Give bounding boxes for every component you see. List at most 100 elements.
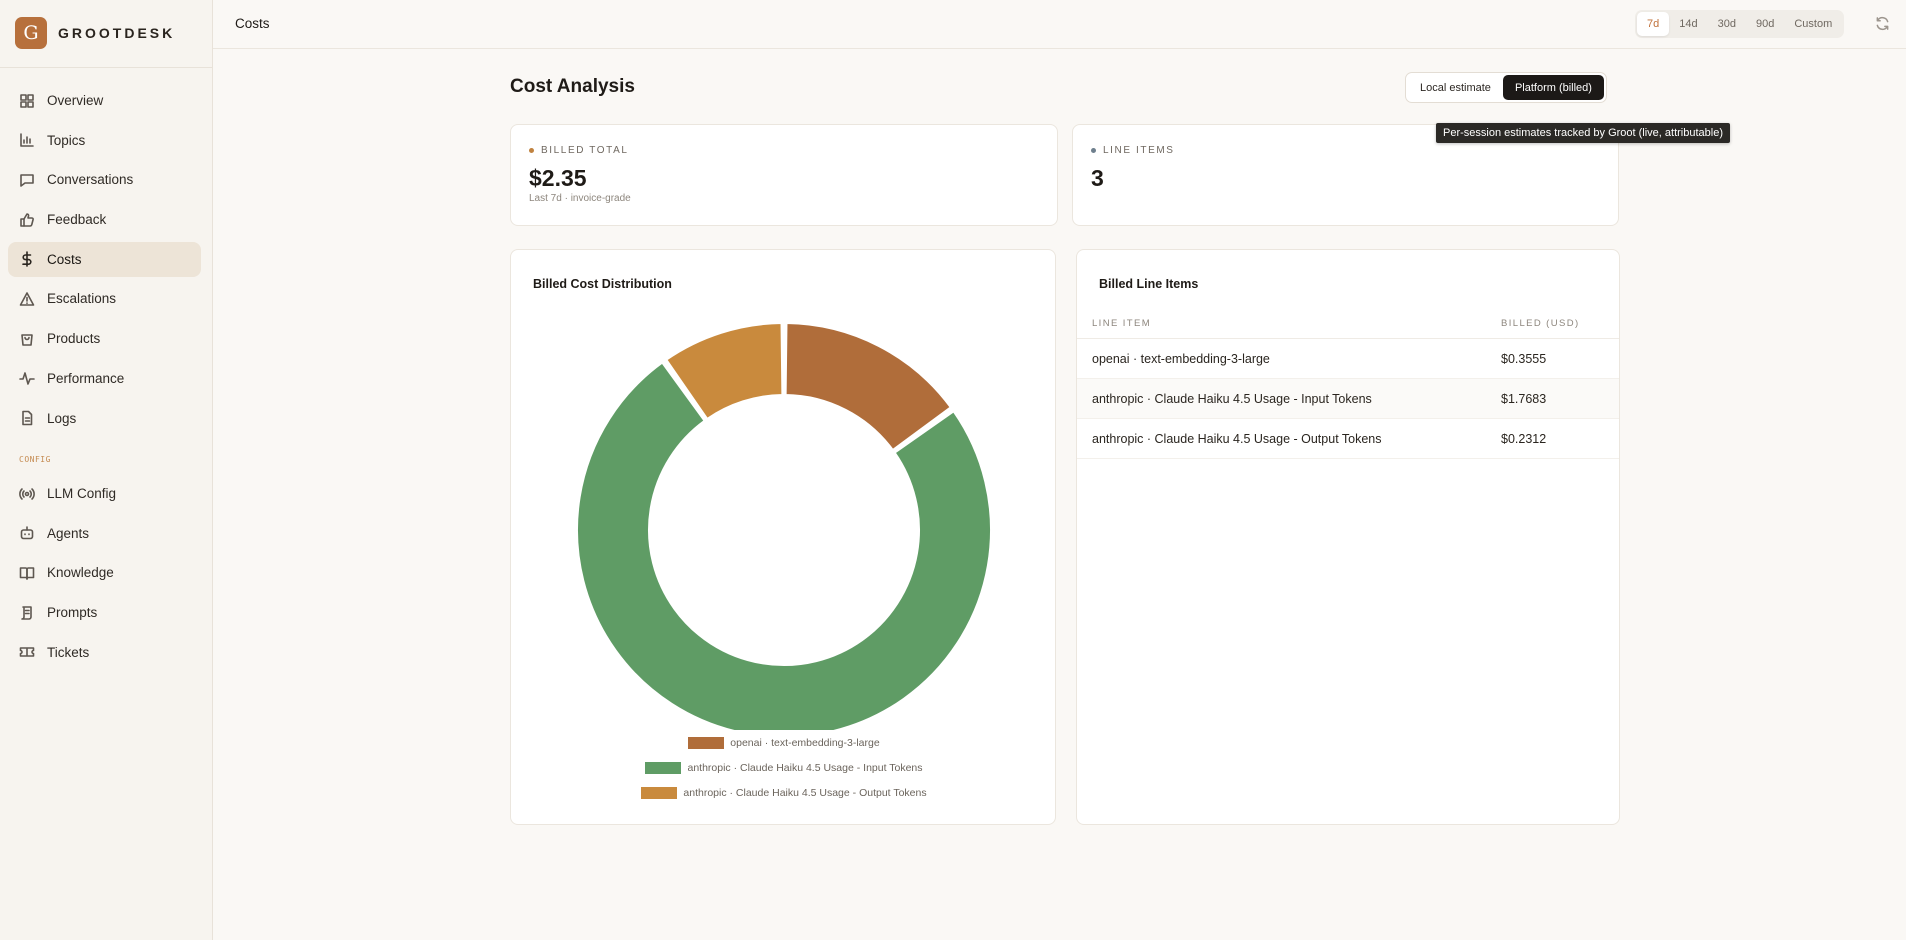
range-14d-button[interactable]: 14d	[1679, 18, 1698, 30]
thumbs-up-icon	[20, 212, 34, 227]
refresh-icon	[1876, 16, 1889, 31]
column-header-line-item: LINE ITEM	[1092, 318, 1152, 329]
status-dot	[529, 148, 534, 153]
table-body: openai · text-embedding-3-large $0.3555 …	[1077, 339, 1619, 459]
line-items-card-title: Billed Line Items	[1099, 277, 1199, 291]
local-estimate-button[interactable]: Local estimate	[1420, 81, 1491, 94]
sidebar-item-label: Tickets	[47, 644, 90, 660]
billed-cell: $0.2312	[1501, 432, 1547, 446]
sidebar-item-prompts[interactable]: Prompts	[8, 595, 201, 630]
legend-label: anthropic · Claude Haiku 4.5 Usage - Inp…	[687, 761, 923, 774]
legend-swatch	[688, 736, 725, 749]
line-item-cell: openai · text-embedding-3-large	[1092, 352, 1270, 366]
sidebar-item-agents[interactable]: Agents	[8, 516, 201, 551]
bot-icon	[20, 526, 34, 540]
line-items-label: LINE ITEMS	[1091, 145, 1175, 156]
billed-cost-distribution-card: Billed Cost Distribution openai · text-e…	[510, 249, 1056, 825]
sidebar-item-label: Logs	[47, 410, 77, 426]
line-items-value: 3	[1091, 165, 1104, 191]
legend-label: anthropic · Claude Haiku 4.5 Usage - Out…	[683, 786, 927, 799]
sidebar-item-label: Feedback	[47, 212, 107, 228]
legend-item[interactable]: anthropic · Claude Haiku 4.5 Usage - Inp…	[511, 755, 1057, 780]
table-row[interactable]: anthropic · Claude Haiku 4.5 Usage - Out…	[1077, 419, 1619, 459]
distribution-card-title: Billed Cost Distribution	[533, 277, 672, 291]
bar-chart-icon	[20, 133, 34, 147]
sidebar-item-conversations[interactable]: Conversations	[8, 162, 201, 197]
brand-name: GROOTDESK	[58, 25, 176, 41]
sidebar-item-products[interactable]: Products	[8, 321, 201, 356]
ticket-icon	[19, 647, 35, 658]
refresh-button[interactable]	[1875, 16, 1890, 31]
sidebar-item-tickets[interactable]: Tickets	[8, 635, 201, 670]
dollar-icon	[22, 251, 32, 268]
sidebar-item-label: Agents	[47, 525, 90, 541]
date-range-selector: 7d 14d 30d 90d Custom	[1635, 10, 1845, 38]
donut-slice-3[interactable]	[664, 322, 784, 421]
donut-slice-1[interactable]	[784, 322, 953, 452]
sidebar-item-label: Topics	[47, 132, 86, 148]
billed-total-card: BILLED TOTAL $2.35 Last 7d · invoice-gra…	[510, 124, 1058, 226]
warning-icon	[19, 292, 35, 306]
sidebar-item-topics[interactable]: Topics	[8, 123, 201, 158]
donut-slice-2[interactable]	[576, 361, 992, 730]
billed-total-value: $2.35	[529, 165, 587, 191]
billed-total-label: BILLED TOTAL	[529, 145, 629, 156]
book-icon	[19, 567, 35, 580]
legend-swatch	[641, 786, 678, 799]
chat-icon	[20, 174, 34, 187]
sidebar-item-label: Performance	[47, 370, 125, 386]
sidebar-item-performance[interactable]: Performance	[8, 361, 201, 396]
billed-cell: $0.3555	[1501, 352, 1547, 366]
sidebar-item-logs[interactable]: Logs	[8, 401, 201, 436]
table-row[interactable]: openai · text-embedding-3-large $0.3555	[1077, 339, 1619, 379]
range-90d-button[interactable]: 90d	[1755, 18, 1775, 30]
range-7d-button[interactable]: 7d	[1637, 12, 1670, 36]
scroll-icon	[21, 605, 32, 620]
range-custom-button[interactable]: Custom	[1794, 18, 1833, 30]
column-header-billed: BILLED (USD)	[1501, 318, 1580, 329]
config-section-label: CONFIG	[19, 455, 51, 464]
brand[interactable]: G GROOTDESK	[15, 17, 175, 49]
legend-label: openai · text-embedding-3-large	[730, 736, 880, 749]
brand-logo: G	[15, 17, 47, 49]
sidebar-item-overview[interactable]: Overview	[8, 83, 201, 118]
table-row[interactable]: anthropic · Claude Haiku 4.5 Usage - Inp…	[1077, 379, 1619, 419]
legend-swatch	[645, 761, 682, 774]
sidebar-item-costs[interactable]: Costs	[8, 241, 201, 277]
page-header-title: Costs	[235, 16, 270, 31]
chart-legend: openai · text-embedding-3-large anthropic…	[511, 730, 1057, 805]
sidebar-item-feedback[interactable]: Feedback	[8, 202, 201, 237]
sidebar: G GROOTDESK Overview Topics Conversation…	[0, 0, 213, 940]
cost-source-toggle: Local estimate Platform (billed)	[1405, 72, 1607, 103]
platform-billed-button[interactable]: Platform (billed)	[1502, 75, 1604, 100]
status-dot	[1091, 148, 1096, 153]
line-item-cell: anthropic · Claude Haiku 4.5 Usage - Out…	[1092, 432, 1382, 446]
sidebar-item-llm-config[interactable]: LLM Config	[8, 476, 201, 511]
stat-label-text: LINE ITEMS	[1103, 145, 1175, 156]
bag-icon	[21, 333, 33, 346]
billed-cell: $1.7683	[1501, 392, 1547, 406]
sidebar-item-label: Knowledge	[47, 565, 114, 581]
grid-icon	[20, 93, 34, 108]
activity-icon	[19, 372, 35, 386]
donut-chart	[576, 322, 992, 730]
sidebar-item-label: Products	[47, 331, 101, 347]
range-30d-button[interactable]: 30d	[1717, 18, 1736, 30]
billed-line-items-card: Billed Line Items LINE ITEM BILLED (USD)…	[1076, 249, 1620, 825]
legend-item[interactable]: openai · text-embedding-3-large	[511, 730, 1057, 755]
sidebar-item-label: Overview	[47, 93, 104, 108]
sidebar-divider	[0, 67, 212, 68]
sidebar-item-label: Costs	[47, 251, 82, 267]
stat-label-text: BILLED TOTAL	[541, 145, 629, 156]
billed-total-subtitle: Last 7d · invoice-grade	[529, 193, 631, 204]
sidebar-item-label: LLM Config	[47, 486, 117, 501]
sidebar-item-label: Conversations	[47, 172, 134, 188]
page-title: Cost Analysis	[510, 76, 635, 97]
sidebar-item-knowledge[interactable]: Knowledge	[8, 555, 201, 590]
broadcast-icon	[19, 487, 35, 500]
legend-item[interactable]: anthropic · Claude Haiku 4.5 Usage - Out…	[511, 780, 1057, 805]
sidebar-item-escalations[interactable]: Escalations	[8, 281, 201, 316]
sidebar-item-label: Escalations	[47, 291, 117, 307]
topbar: Costs 7d 14d 30d 90d Custom	[213, 0, 1906, 49]
table-header: LINE ITEM BILLED (USD)	[1077, 305, 1619, 339]
